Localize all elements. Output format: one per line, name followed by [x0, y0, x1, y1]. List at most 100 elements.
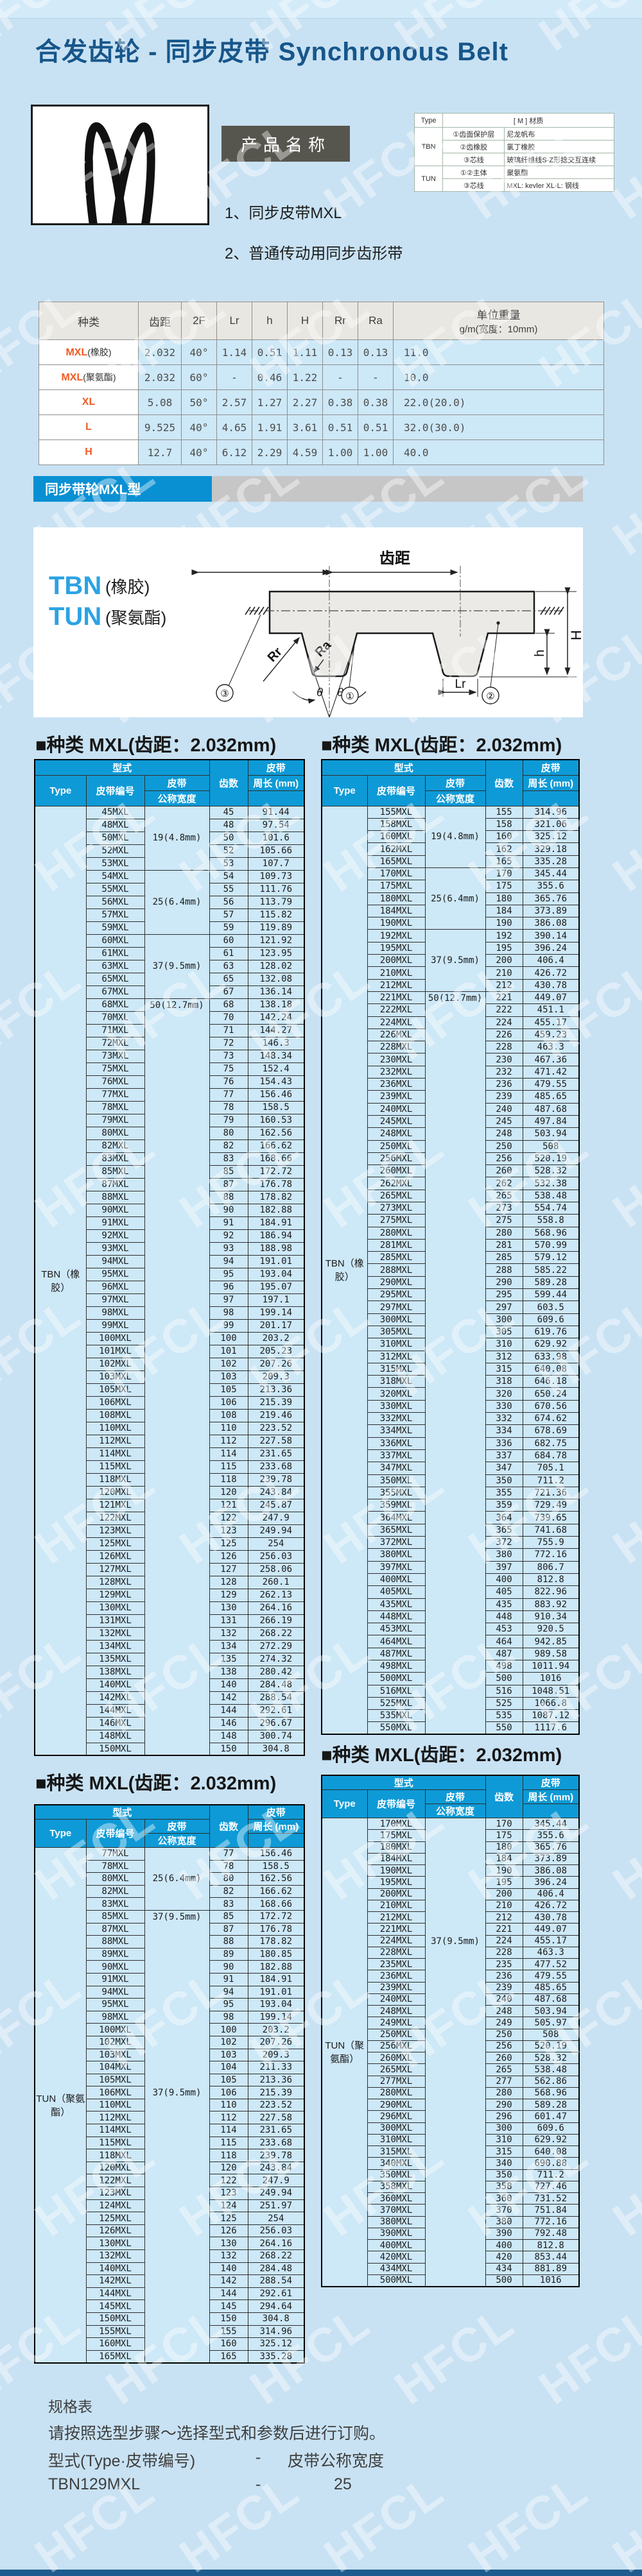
belt-number-cell: 240MXL [367, 1993, 426, 2006]
row-label: MXL(橡胶) [39, 339, 139, 365]
table-row: 212MXL 212 430.78 [322, 1911, 580, 1924]
length-cell: 373.89 [522, 904, 580, 918]
teeth-cell: 102 [209, 1357, 248, 1371]
row-label: L [39, 414, 139, 440]
teeth-cell: 296 [485, 2110, 523, 2123]
belt-number-cell: 135MXL [85, 1652, 145, 1666]
table-row: 350MXL 350 711.2 [322, 1474, 580, 1487]
table-row: 100MXL 100 203.2 [35, 1331, 305, 1345]
table-row: 487MXL 487 989.58 [322, 1647, 580, 1660]
belt-number-cell: 245MXL [367, 1114, 426, 1129]
belt-number-cell: 260MXL [367, 2051, 426, 2065]
belt-number-cell: 98MXL [85, 1306, 145, 1320]
belt-number-cell: 397MXL [367, 1560, 426, 1574]
length-cell: 538.48 [522, 1189, 580, 1203]
belt-number-cell: 184MXL [367, 1852, 426, 1866]
length-cell: 144.27 [247, 1023, 305, 1037]
table-row: 94MXL 94 191.01 [35, 1254, 305, 1268]
column-header: 皮带 [247, 1804, 305, 1820]
belt-number-cell: 91MXL [85, 1972, 145, 1986]
length-cell: 247.9 [247, 1511, 305, 1525]
length-cell: 772.16 [522, 2215, 580, 2228]
teeth-cell: 305 [485, 1325, 523, 1339]
length-cell: 268.22 [247, 1626, 305, 1641]
teeth-cell: 355 [485, 1486, 523, 1500]
teeth-cell: 162 [485, 842, 523, 856]
teeth-cell: 350 [485, 1474, 523, 1487]
teeth-cell: 320 [485, 1387, 523, 1401]
length-cell: 345.44 [522, 867, 580, 881]
length-cell: 138.18 [247, 998, 305, 1012]
length-cell: 304.8 [247, 1742, 305, 1756]
footer-example-dash: - [256, 2475, 261, 2493]
length-cell: 272.29 [247, 1639, 305, 1653]
belt-number-cell: 104MXL [85, 2061, 145, 2074]
belt-number-cell: 88MXL [85, 1190, 145, 1204]
teeth-cell: 200 [485, 1888, 523, 1900]
teeth-cell: 105 [209, 2073, 248, 2087]
length-cell: 168.66 [247, 1152, 305, 1166]
table-cell: 2.27 [287, 389, 323, 415]
Lr-label: Lr [455, 678, 467, 691]
length-cell: 520.19 [522, 1152, 580, 1166]
teeth-cell: 337 [485, 1449, 523, 1463]
teeth-cell: 114 [209, 1447, 248, 1461]
table-row: 248MXL 248 503.94 [322, 1127, 580, 1141]
belt-number-cell: 78MXL [85, 1859, 145, 1873]
hfcl-watermark: HFCL [603, 1118, 642, 1238]
teeth-cell: 190 [485, 917, 523, 930]
table-row: 122MXL 122 247.9 [35, 2174, 305, 2188]
belt-number-cell: 175MXL [367, 880, 426, 893]
teeth-cell: 275 [485, 1214, 523, 1227]
length-cell: 288.54 [247, 1691, 305, 1705]
teeth-cell: 123 [209, 2187, 248, 2200]
table-row: 236MXL 236 479.55 [322, 1970, 580, 1983]
table-row: TUN（聚氨酯） 170MXL 170 345.44 [321, 1817, 580, 2287]
length-cell: 314.96 [247, 2324, 305, 2339]
teeth-cell: 175 [485, 880, 523, 893]
hfcl-watermark: HFCL [603, 1454, 642, 1574]
length-cell: 479.55 [522, 1078, 580, 1091]
table-row: 126MXL 126 256.03 [35, 1549, 305, 1564]
column-header-empty [247, 1833, 305, 1848]
teeth-cell: 224 [485, 1016, 523, 1029]
table-cell: 50° [181, 389, 217, 415]
teeth-cell: 59 [209, 921, 248, 935]
table-row: 123MXL 123 249.94 [35, 1524, 305, 1538]
length-cell: 178.82 [247, 1935, 305, 1949]
column-header: Lr [216, 302, 252, 340]
Rr-label: Rr [265, 645, 285, 665]
teeth-cell: 290 [485, 2098, 523, 2111]
width-group-cell: 25(6.4mm) [144, 869, 210, 935]
belt-number-cell: 248MXL [367, 1127, 426, 1141]
teeth-cell: 184 [485, 1852, 523, 1866]
length-cell: 633.98 [522, 1350, 580, 1363]
column-header: 型式 [34, 759, 210, 776]
length-cell: 243.84 [247, 2161, 305, 2175]
length-cell: 751.84 [522, 2204, 580, 2217]
belt-number-cell: 85MXL [85, 1164, 145, 1179]
length-cell: 741.68 [522, 1523, 580, 1537]
column-header: H [287, 302, 323, 340]
column-header: 皮带 [247, 759, 305, 776]
length-cell: 731.52 [522, 2192, 580, 2205]
length-cell: 739.65 [522, 1511, 580, 1524]
length-cell: 158.5 [247, 1100, 305, 1114]
length-cell: 430.78 [522, 978, 580, 992]
length-cell: 264.16 [247, 1601, 305, 1615]
table-row: 360MXL 360 731.52 [322, 2192, 580, 2205]
teeth-cell: 73 [209, 1049, 248, 1063]
belt-number-cell: 250MXL [367, 1139, 426, 1153]
belt-number-cell: 108MXL [85, 1408, 145, 1422]
teeth-cell: 434 [485, 2262, 523, 2275]
length-cell: 705.1 [522, 1462, 580, 1475]
row-label: XL [39, 389, 139, 415]
teeth-cell: 146 [209, 1716, 248, 1730]
length-cell: 264.16 [247, 2237, 305, 2250]
belt-table-tun-right: 型式 齿数 皮带 Type 皮带编号 皮带 周长 (mm) 公称宽度 TUN（聚氨酯） 170MX… [321, 1775, 580, 2287]
table-row: 405MXL 405 822.96 [322, 1585, 580, 1599]
length-cell: 215.39 [247, 1395, 305, 1410]
length-cell: 1117.6 [522, 1721, 580, 1735]
belt-number-cell: 240MXL [367, 1102, 426, 1116]
length-cell: 176.78 [247, 1922, 305, 1936]
